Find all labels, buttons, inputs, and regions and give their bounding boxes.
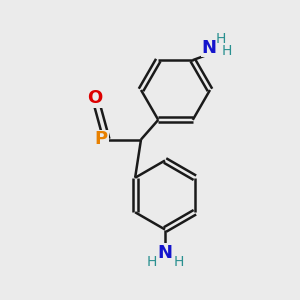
Text: H: H xyxy=(222,44,232,58)
Text: N: N xyxy=(202,38,217,56)
Text: H: H xyxy=(215,32,226,46)
Text: H: H xyxy=(173,255,184,269)
Text: O: O xyxy=(87,89,102,107)
Text: H: H xyxy=(146,255,157,269)
Text: P: P xyxy=(94,130,108,148)
Text: N: N xyxy=(157,244,172,262)
